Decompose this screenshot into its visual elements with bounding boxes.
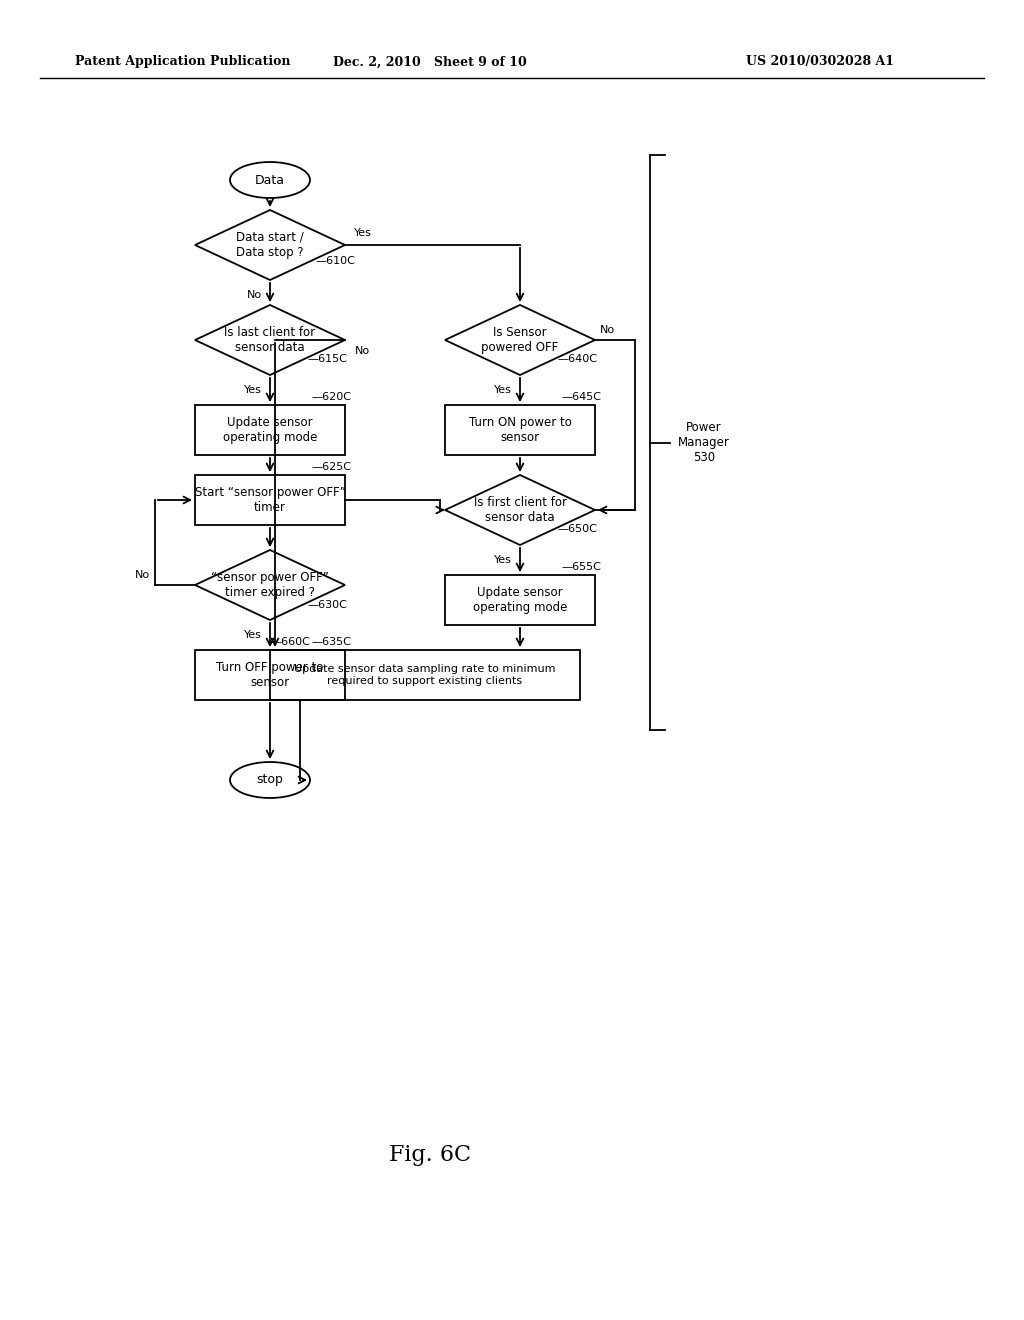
Text: No: No [600, 325, 615, 335]
Text: Yes: Yes [244, 385, 262, 395]
Text: Is first client for
sensor data: Is first client for sensor data [473, 496, 566, 524]
Text: —620C: —620C [311, 392, 351, 403]
Text: —645C: —645C [561, 392, 601, 403]
Text: Power
Manager
530: Power Manager 530 [678, 421, 730, 465]
Bar [195, 475, 345, 525]
Text: Is last client for
sensor data: Is last client for sensor data [224, 326, 315, 354]
Text: —610C: —610C [315, 256, 355, 267]
Text: Update sensor
operating mode: Update sensor operating mode [223, 416, 317, 444]
Text: —615C: —615C [307, 355, 347, 364]
Text: Dec. 2, 2010   Sheet 9 of 10: Dec. 2, 2010 Sheet 9 of 10 [333, 55, 527, 69]
Text: —655C: —655C [561, 562, 601, 572]
Text: —625C: —625C [311, 462, 351, 473]
Text: No: No [135, 570, 150, 579]
Bar [445, 405, 595, 455]
Text: Update sensor data sampling rate to minimum
required to support existing clients: Update sensor data sampling rate to mini… [294, 664, 556, 686]
Text: No: No [247, 290, 262, 300]
Text: Patent Application Publication: Patent Application Publication [75, 55, 291, 69]
Text: Yes: Yes [244, 630, 262, 640]
Text: Turn OFF power to
sensor: Turn OFF power to sensor [216, 661, 324, 689]
Text: Start “sensor power OFF”
timer: Start “sensor power OFF” timer [195, 486, 345, 513]
Text: Data: Data [255, 173, 285, 186]
Text: —640C: —640C [557, 355, 597, 364]
Text: —650C: —650C [557, 524, 597, 535]
Text: Yes: Yes [495, 385, 512, 395]
Text: Fig. 6C: Fig. 6C [389, 1144, 471, 1166]
Text: —635C: —635C [311, 638, 351, 647]
Text: —630C: —630C [307, 599, 347, 610]
Bar [445, 576, 595, 624]
Text: —660C: —660C [270, 638, 310, 647]
Text: Is Sensor
powered OFF: Is Sensor powered OFF [481, 326, 559, 354]
Bar [195, 405, 345, 455]
Text: Turn ON power to
sensor: Turn ON power to sensor [469, 416, 571, 444]
Text: Update sensor
operating mode: Update sensor operating mode [473, 586, 567, 614]
Text: Yes: Yes [495, 554, 512, 565]
Text: Yes: Yes [354, 228, 372, 238]
Bar [270, 649, 580, 700]
Text: Data start /
Data stop ?: Data start / Data stop ? [237, 231, 304, 259]
Text: stop: stop [257, 774, 284, 787]
Text: No: No [355, 346, 370, 356]
Bar [195, 649, 345, 700]
Text: US 2010/0302028 A1: US 2010/0302028 A1 [746, 55, 894, 69]
Text: “sensor power OFF”
timer expired ?: “sensor power OFF” timer expired ? [211, 572, 329, 599]
